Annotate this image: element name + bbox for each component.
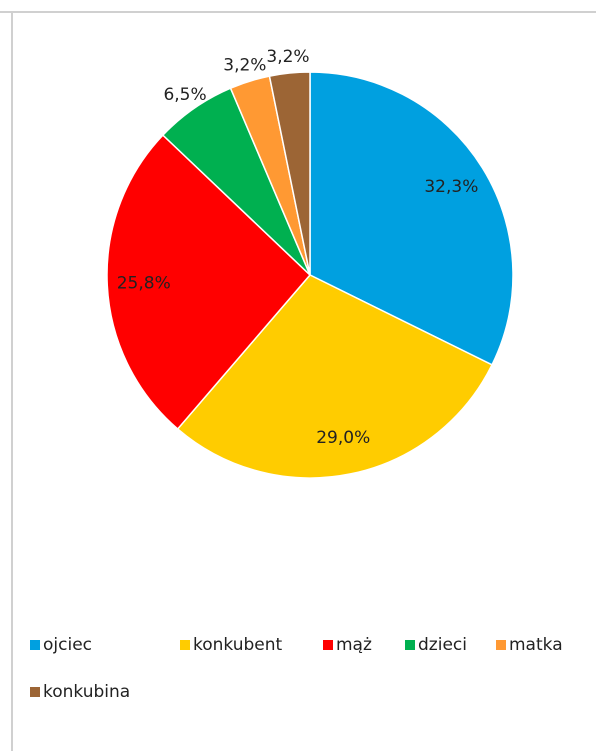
legend-label: dzieci — [418, 635, 467, 655]
legend-label: mąż — [336, 635, 372, 655]
data-label: 3,2% — [223, 56, 266, 76]
pie-slice — [268, 71, 311, 276]
legend-label: ojciec — [43, 635, 92, 655]
data-label: 32,3% — [424, 177, 478, 197]
data-label: 3,2% — [266, 47, 309, 67]
data-label: 25,8% — [117, 273, 171, 293]
data-label: 6,5% — [163, 85, 206, 105]
pie-slice — [176, 274, 494, 479]
legend-swatch — [496, 640, 506, 650]
pie-slice — [309, 71, 514, 366]
legend-swatch — [405, 640, 415, 650]
legend-label: konkubent — [193, 635, 283, 655]
data-label: 29,0% — [316, 428, 370, 448]
legend-swatch — [30, 640, 40, 650]
legend-label: konkubina — [43, 682, 130, 702]
legend-swatch — [180, 640, 190, 650]
pie-slice — [106, 134, 312, 431]
legend-swatch — [30, 687, 40, 697]
legend-label: matka — [509, 635, 563, 655]
legend-swatch — [323, 640, 333, 650]
